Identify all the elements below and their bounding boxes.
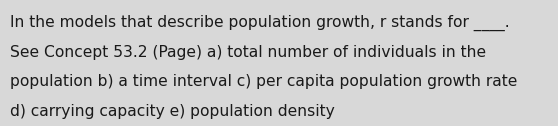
Text: d) carrying capacity e) population density: d) carrying capacity e) population densi… — [10, 104, 335, 119]
Text: population b) a time interval c) per capita population growth rate: population b) a time interval c) per cap… — [10, 74, 517, 89]
Text: See Concept 53.2 (Page) a) total number of individuals in the: See Concept 53.2 (Page) a) total number … — [10, 45, 486, 60]
Text: In the models that describe population growth, r stands for ____.: In the models that describe population g… — [10, 15, 509, 31]
